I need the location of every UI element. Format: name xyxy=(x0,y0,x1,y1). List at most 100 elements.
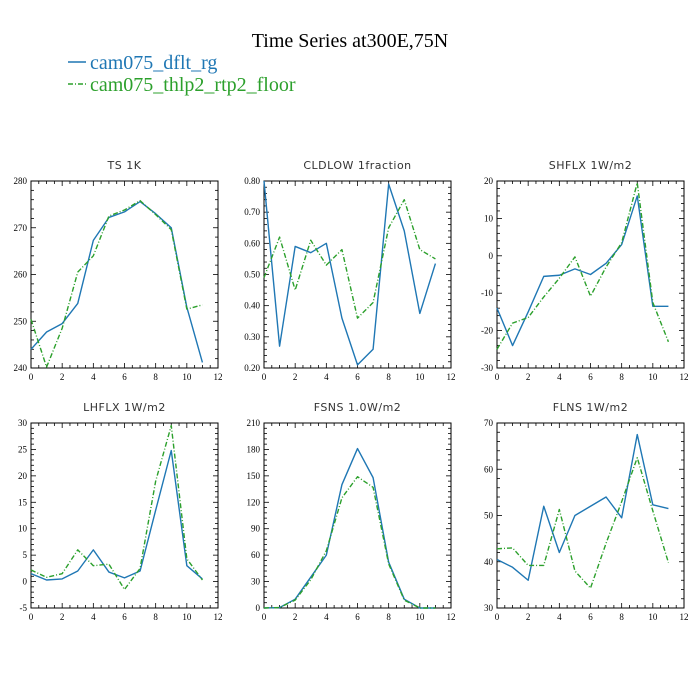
y-tick-label: 0.80 xyxy=(244,176,260,186)
x-tick-label: 10 xyxy=(415,612,425,622)
y-tick-label: 120 xyxy=(247,497,261,507)
x-tick-label: 10 xyxy=(415,372,425,382)
panel-title: FSNS 1.0W/m2 xyxy=(314,401,402,414)
x-tick-label: 12 xyxy=(214,372,223,382)
x-tick-label: 10 xyxy=(648,372,658,382)
x-tick-label: 12 xyxy=(447,372,456,382)
x-tick-label: 2 xyxy=(60,372,65,382)
panel-6: FLNS 1W/m2 0 2 4 6 8 10 12 30 40 50 60 70 xyxy=(484,401,689,622)
x-tick-label: 4 xyxy=(557,612,562,622)
series-line-1 xyxy=(496,433,669,581)
x-tick-label: 0 xyxy=(262,612,267,622)
x-tick-label: 2 xyxy=(60,612,65,622)
x-tick-label: 6 xyxy=(588,372,593,382)
x-tick-label: 8 xyxy=(619,612,624,622)
x-tick-label: 10 xyxy=(182,612,192,622)
y-tick-label: 0.30 xyxy=(244,332,260,342)
series-line-2 xyxy=(496,182,670,350)
x-tick-label: 2 xyxy=(526,612,531,622)
x-tick-label: 4 xyxy=(91,372,96,382)
x-tick-label: 8 xyxy=(153,612,158,622)
series-line-1 xyxy=(263,180,437,366)
y-tick-label: -5 xyxy=(20,603,28,613)
y-tick-label: 90 xyxy=(251,524,261,534)
figure-title: Time Series at300E,75N xyxy=(252,30,448,52)
y-tick-label: -30 xyxy=(481,363,493,373)
series-line-2 xyxy=(496,456,670,589)
y-tick-label: 280 xyxy=(14,176,28,186)
panel-1: TS 1K 0 2 4 6 8 10 12 240 250 260 270 280 xyxy=(14,159,223,382)
series-line-2 xyxy=(30,424,203,591)
y-tick-label: 0.20 xyxy=(244,363,260,373)
panel-title: FLNS 1W/m2 xyxy=(553,401,628,414)
plot-frame xyxy=(263,422,452,609)
y-tick-label: -20 xyxy=(481,326,493,336)
series-line-1 xyxy=(30,449,203,581)
x-tick-label: 6 xyxy=(355,612,360,622)
y-tick-label: 10 xyxy=(18,524,28,534)
y-tick-label: 180 xyxy=(247,444,261,454)
y-tick-label: 50 xyxy=(484,511,494,521)
series-line-1 xyxy=(30,200,204,363)
x-tick-label: 6 xyxy=(588,612,593,622)
x-tick-label: 0 xyxy=(29,372,34,382)
y-tick-label: 10 xyxy=(484,213,494,223)
y-tick-label: 30 xyxy=(18,418,28,428)
panel-title: CLDLOW 1fraction xyxy=(303,159,411,172)
legend: cam075_dflt_rg cam075_thlp2_rtp2_floor xyxy=(68,52,296,96)
series-line-2 xyxy=(30,199,203,368)
y-tick-label: 250 xyxy=(14,316,28,326)
panel-3: SHFLX 1W/m2 0 2 4 6 8 10 12 -30 -20 -10 0 10 20 xyxy=(481,159,689,382)
panel-title: LHFLX 1W/m2 xyxy=(83,401,166,414)
panel-title: TS 1K xyxy=(107,159,142,172)
y-tick-label: 0.40 xyxy=(244,301,260,311)
y-tick-label: 15 xyxy=(18,497,28,507)
x-tick-label: 8 xyxy=(386,612,391,622)
x-tick-label: 8 xyxy=(386,372,391,382)
legend-label-1: cam075_dflt_rg xyxy=(90,52,217,74)
y-tick-label: 25 xyxy=(18,444,28,454)
x-tick-label: 2 xyxy=(293,372,298,382)
x-tick-label: 2 xyxy=(293,612,298,622)
x-tick-label: 0 xyxy=(262,372,267,382)
series-line-2 xyxy=(263,476,436,609)
y-tick-label: 150 xyxy=(247,471,261,481)
plot-frame xyxy=(263,180,452,369)
y-tick-label: 60 xyxy=(251,550,261,560)
y-tick-label: 0.60 xyxy=(244,238,260,248)
y-tick-label: 240 xyxy=(14,363,28,373)
y-tick-label: 0.70 xyxy=(244,207,260,217)
x-tick-label: 6 xyxy=(122,612,127,622)
y-tick-label: -10 xyxy=(481,288,493,298)
y-tick-label: 60 xyxy=(484,464,494,474)
y-tick-label: 70 xyxy=(484,418,494,428)
legend-label-2: cam075_thlp2_rtp2_floor xyxy=(90,74,296,96)
x-tick-label: 10 xyxy=(648,612,658,622)
y-tick-label: 30 xyxy=(251,577,261,587)
series-line-1 xyxy=(496,195,669,347)
plot-frame xyxy=(30,180,219,369)
x-tick-label: 6 xyxy=(355,372,360,382)
x-tick-label: 4 xyxy=(557,372,562,382)
y-tick-label: 40 xyxy=(484,557,494,567)
panel-title: SHFLX 1W/m2 xyxy=(549,159,633,172)
x-tick-label: 6 xyxy=(122,372,127,382)
x-tick-label: 12 xyxy=(680,372,689,382)
y-tick-label: 270 xyxy=(14,223,28,233)
x-tick-label: 10 xyxy=(182,372,192,382)
y-tick-label: 0 xyxy=(23,577,28,587)
y-tick-label: 260 xyxy=(14,270,28,280)
y-tick-label: 20 xyxy=(484,176,494,186)
x-tick-label: 4 xyxy=(324,612,329,622)
series-line-2 xyxy=(263,198,436,319)
y-tick-label: 30 xyxy=(484,603,494,613)
x-tick-label: 8 xyxy=(153,372,158,382)
x-tick-label: 2 xyxy=(526,372,531,382)
x-tick-label: 12 xyxy=(447,612,456,622)
x-tick-label: 4 xyxy=(91,612,96,622)
x-tick-label: 12 xyxy=(680,612,689,622)
y-tick-label: 0 xyxy=(256,603,261,613)
